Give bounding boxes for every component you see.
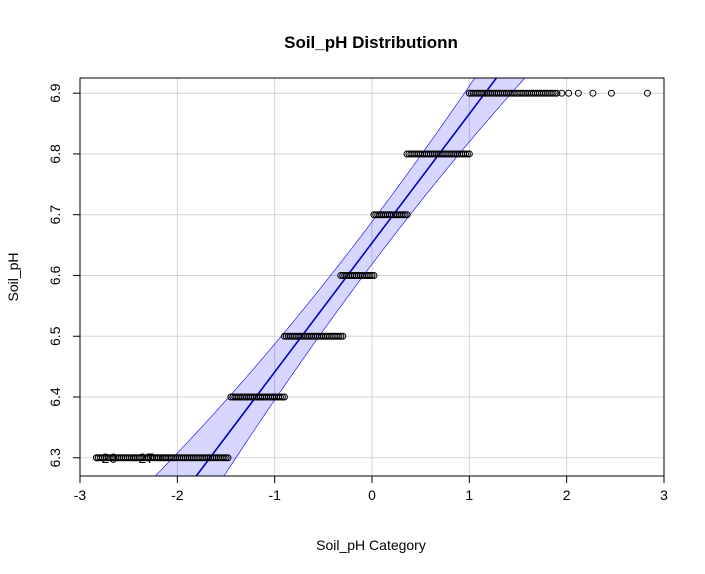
data-point [162, 454, 170, 462]
y-tick-label: 6.9 [47, 83, 63, 103]
data-point [278, 393, 286, 401]
data-points [93, 89, 651, 462]
data-point [565, 89, 573, 97]
x-tick-label: -1 [268, 487, 281, 503]
x-tick-label: 3 [660, 487, 668, 503]
fit-line [195, 78, 498, 476]
data-point [465, 150, 473, 158]
y-tick-label: 6.8 [47, 144, 63, 164]
axes: -3 -2 -1 0 1 2 3 6.3 6.4 6.5 6.6 6.7 6.8 6.9 [47, 77, 668, 503]
y-tick-label: 6.5 [47, 326, 63, 346]
data-point [366, 271, 374, 279]
data-point [222, 454, 230, 462]
data-point [368, 271, 376, 279]
data-point [154, 454, 162, 462]
x-tick-label: -3 [74, 487, 87, 503]
data-point [335, 332, 343, 340]
data-point [463, 150, 471, 158]
y-tick-label: 6.3 [47, 448, 63, 468]
data-point [558, 89, 566, 97]
data-point [224, 454, 232, 462]
data-point [276, 393, 284, 401]
point-annotation: 20 [102, 450, 118, 466]
data-point [643, 89, 651, 97]
grid-lines [79, 78, 665, 476]
data-point [144, 454, 152, 462]
chart-title: Soil_pH Distributionn [284, 33, 458, 52]
y-axis-label: Soil_pH [5, 252, 21, 301]
data-point [589, 89, 597, 97]
data-point [337, 332, 345, 340]
x-axis-label: Soil_pH Category [316, 537, 426, 553]
data-point [220, 454, 228, 462]
point-annotation: 27 [139, 450, 155, 466]
data-point [549, 89, 557, 97]
data-point [553, 89, 561, 97]
x-tick-label: 0 [368, 487, 376, 503]
y-tick-label: 6.7 [47, 205, 63, 225]
x-tick-label: 2 [563, 487, 571, 503]
data-point [551, 89, 559, 97]
data-point [93, 454, 101, 462]
y-tick-label: 6.6 [47, 266, 63, 286]
data-point [399, 211, 407, 219]
data-point [574, 89, 582, 97]
point-annotations: 20 27 [102, 450, 155, 466]
data-point [461, 150, 469, 158]
data-point [130, 454, 138, 462]
data-point [403, 211, 411, 219]
data-point [401, 211, 409, 219]
x-tick-label: -2 [171, 487, 184, 503]
x-tick-label: 1 [465, 487, 473, 503]
data-point [339, 332, 347, 340]
data-point [280, 393, 288, 401]
data-point [607, 89, 615, 97]
data-point [370, 271, 378, 279]
y-tick-label: 6.4 [47, 387, 63, 407]
